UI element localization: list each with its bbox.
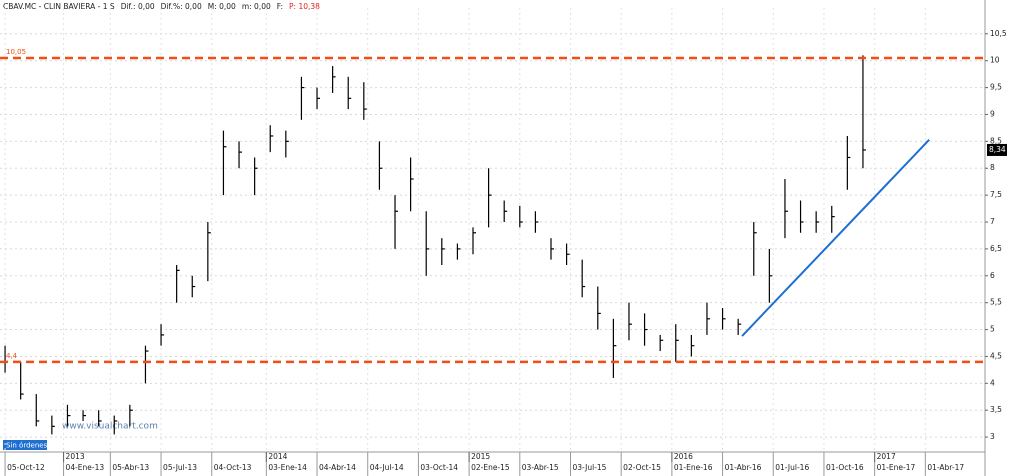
y-tick-label: 6 (990, 271, 995, 280)
x-tick-label: 04-Jul-14 (370, 463, 404, 472)
x-tick-label: 01-Ene-17 (877, 463, 916, 472)
y-tick-label: 9 (990, 109, 995, 118)
header-item: m: 0,00 (242, 2, 271, 11)
x-tick-label: 05-Abr-13 (112, 463, 149, 472)
year-label: 2013 (66, 452, 85, 461)
y-tick-label: 10,5 (990, 29, 1007, 38)
y-tick-label: 3 (990, 432, 995, 441)
y-tick-label: 5,5 (990, 298, 1002, 307)
y-tick-label: 9,5 (990, 83, 1002, 92)
header-item: CBAV.MC - CLIN BAVIERA - 1 S (3, 2, 115, 11)
year-label: 2015 (471, 452, 490, 461)
last-price-box (987, 143, 1007, 156)
y-tick-label: 7,5 (990, 190, 1002, 199)
x-tick-label: 03-Abr-15 (522, 463, 559, 472)
x-tick-label: 01-Ene-16 (674, 463, 713, 472)
x-tick-label: 01-Abr-17 (927, 463, 964, 472)
y-tick-label: 8,5 (990, 136, 1002, 145)
year-label: 2016 (674, 452, 693, 461)
y-tick-label: 8 (990, 163, 995, 172)
x-tick-label: 05-Jul-13 (163, 463, 197, 472)
y-tick-label: 4,5 (990, 351, 1002, 360)
header: CBAV.MC - CLIN BAVIERA - 1 S Dif.: 0,00 Di… (3, 2, 320, 11)
x-tick-label: 03-Ene-14 (268, 463, 307, 472)
trendline (741, 139, 930, 337)
level-label: 4,4 (6, 352, 18, 360)
x-tick-label: 04-Abr-14 (319, 463, 356, 472)
y-tick-label: 6,5 (990, 244, 1002, 253)
level-label: 10,05 (6, 48, 26, 56)
x-tick-label: 01-Jul-16 (775, 463, 809, 472)
y-tick-label: 7 (990, 217, 995, 226)
header-item: M: 0,00 (208, 2, 236, 11)
x-tick-label: 05-Oct-12 (7, 463, 45, 472)
header-item: F: (277, 2, 283, 11)
x-tick-label: 01-Oct-16 (826, 463, 864, 472)
x-tick-label: 02-Ene-15 (471, 463, 510, 472)
header-item: Dif.: 0,00 (121, 2, 155, 11)
y-tick-label: 4 (990, 378, 995, 387)
x-tick-label: 03-Jul-15 (572, 463, 606, 472)
last-price-label: 8,34 (989, 145, 1006, 154)
y-tick-label: 5 (990, 325, 995, 334)
year-label: 2014 (268, 452, 287, 461)
header-item: P: 10,38 (289, 2, 320, 11)
year-label: 2017 (877, 452, 896, 461)
status-box (3, 440, 47, 450)
x-tick-label: 04-Ene-13 (66, 463, 105, 472)
y-tick-label: 3,5 (990, 405, 1002, 414)
x-tick-label: 03-Oct-14 (420, 463, 458, 472)
x-tick-label: 04-Oct-13 (214, 463, 252, 472)
x-tick-label: 02-Oct-15 (623, 463, 661, 472)
status: Sin órdenes (6, 442, 48, 450)
y-tick-label: 10 (990, 56, 1000, 65)
x-tick-label: 01-Abr-16 (725, 463, 762, 472)
watermark: www.visualchart.com (62, 422, 158, 432)
header-item: Dif.%: 0,00 (161, 2, 202, 11)
